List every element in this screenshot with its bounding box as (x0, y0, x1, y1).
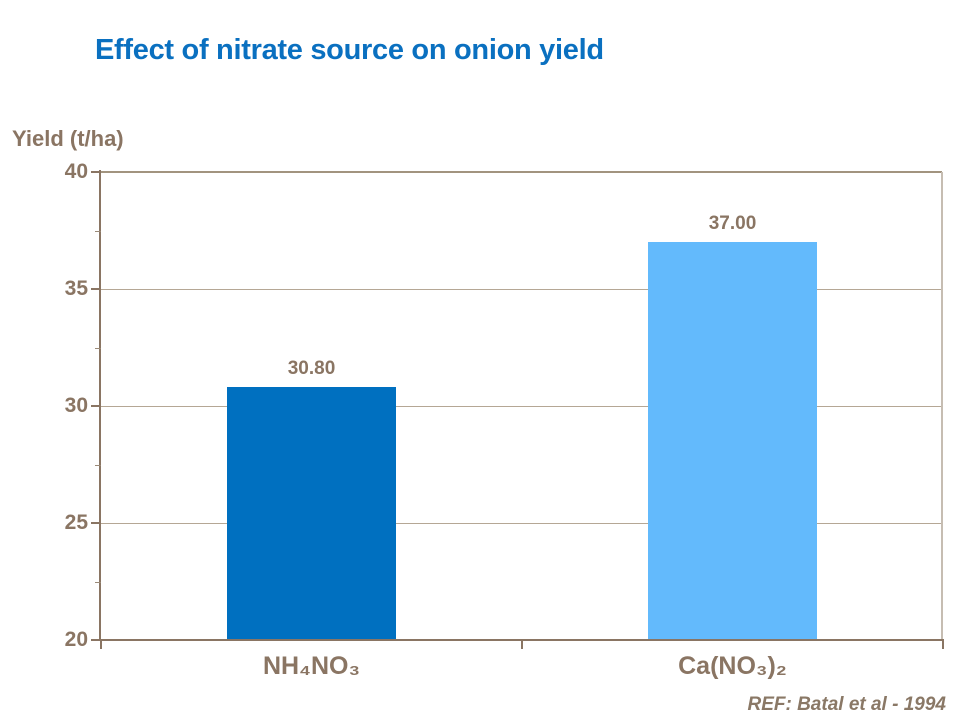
x-axis-line (99, 639, 944, 641)
x-tick (942, 641, 944, 649)
y-tick-label: 40 (64, 160, 88, 183)
y-tick-label: 30 (64, 394, 88, 417)
gridline (101, 523, 941, 524)
y-tick-label: 20 (64, 628, 88, 651)
bar-value-label: 37.00 (708, 213, 757, 235)
y-minor-tick (95, 464, 101, 466)
y-tick (91, 405, 101, 407)
y-tick (91, 639, 101, 641)
plot-top-border (101, 171, 942, 173)
reference-citation: REF: Batal et al - 1994 (747, 694, 946, 715)
y-minor-tick (95, 230, 101, 232)
gridline (101, 289, 941, 290)
y-tick-label: 25 (64, 511, 88, 534)
bar (227, 387, 396, 640)
category-label: NH₄NO₃ (262, 652, 361, 680)
y-minor-tick (95, 581, 101, 583)
bar (648, 242, 817, 640)
bar-value-label: 30.80 (287, 358, 336, 380)
category-label: Ca(NO₃)₂ (678, 652, 787, 680)
x-tick (521, 641, 523, 649)
y-axis-title: Yield (t/ha) (12, 126, 124, 151)
x-tick (100, 641, 102, 649)
plot-right-border (941, 172, 943, 640)
y-tick (91, 171, 101, 173)
y-tick (91, 288, 101, 290)
y-minor-tick (95, 347, 101, 349)
y-tick (91, 522, 101, 524)
gridline (101, 406, 941, 407)
chart-title: Effect of nitrate source on onion yield (95, 34, 604, 66)
y-tick-label: 35 (64, 277, 88, 300)
